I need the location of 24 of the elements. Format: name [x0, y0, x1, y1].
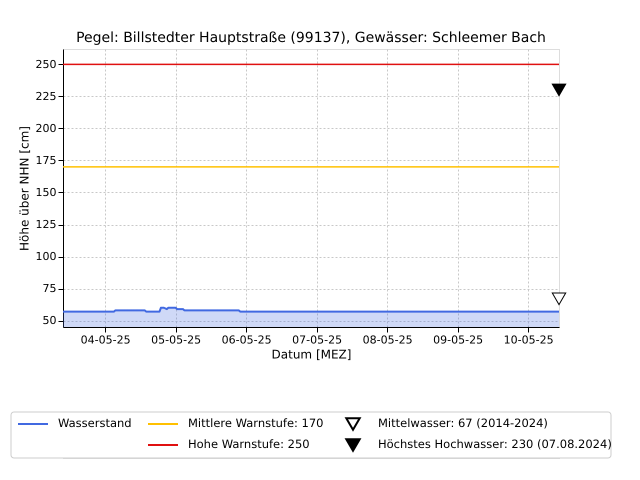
y-tick-label: 150: [36, 186, 56, 199]
legend-label: Wasserstand: [58, 416, 132, 430]
y-tick-label: 200: [36, 122, 56, 135]
y-tick-label: 100: [36, 250, 56, 264]
x-tick-label: 06-05-25: [222, 334, 272, 346]
y-tick-label: 250: [36, 58, 56, 71]
legend-label: Höchstes Hochwasser: 230 (07.08.2024): [378, 437, 612, 451]
legend-label: Hohe Warnstufe: 250: [188, 437, 310, 451]
chart-title: Pegel: Billstedter Hauptstraße (99137), Gewässer: Schleemer Bach: [76, 30, 546, 46]
x-tick-label: 05-05-25: [151, 334, 202, 346]
y-axis-title: Höhe über NHN [cm]: [18, 126, 32, 251]
legend-label: Mittlere Warnstufe: 170: [188, 416, 324, 430]
x-axis-title: Datum [MEZ]: [272, 348, 352, 362]
x-tick-label: 07-05-25: [292, 334, 342, 346]
y-tick-label: 125: [36, 218, 56, 232]
legend-label: Mittelwasser: 67 (2014-2024): [378, 416, 548, 430]
x-tick-label: 04-05-25: [80, 334, 131, 346]
y-tick-label: 225: [36, 90, 56, 103]
y-tick-label: 50: [42, 314, 56, 328]
x-tick-label: 10-05-25: [504, 334, 554, 346]
y-tick-label: 175: [36, 154, 56, 167]
x-tick-label: 08-05-25: [362, 334, 413, 346]
x-tick-label: 09-05-25: [433, 334, 484, 346]
y-tick-label: 75: [42, 282, 56, 296]
